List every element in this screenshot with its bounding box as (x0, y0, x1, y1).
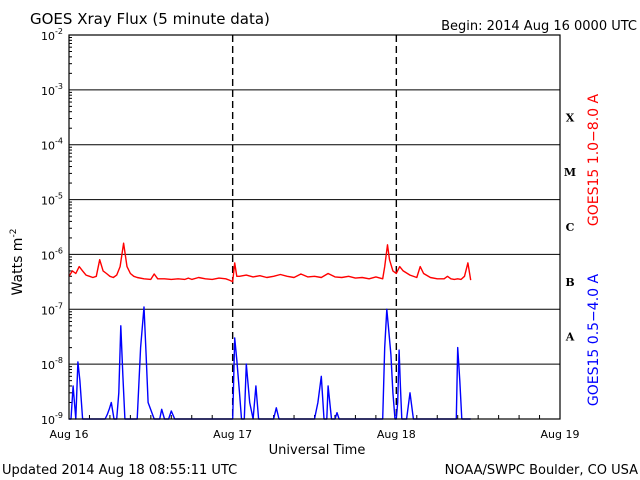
x-tick-label-3: Aug 19 (541, 428, 580, 441)
y-tick-label-2: 10-4 (41, 137, 63, 153)
y-axis-label: Watts m-2 (9, 229, 26, 296)
x-tick-label-2: Aug 18 (377, 428, 416, 441)
plot-frame (68, 34, 561, 420)
flare-class-m: M (564, 166, 576, 179)
flare-class-c: C (566, 221, 575, 234)
begin-time: Begin: 2014 Aug 16 0000 UTC (441, 19, 637, 34)
x-axis-label: Universal Time (269, 443, 366, 458)
x-tick-label-1: Aug 17 (213, 428, 252, 441)
updated-text: Updated 2014 Aug 18 08:55:11 UTC (2, 463, 237, 478)
flare-class-a: A (565, 331, 575, 344)
y-tick-label-0: 10-2 (41, 27, 63, 43)
legend-red-series: GOES15 1.0−8.0 A (586, 94, 602, 227)
series-line-1 (69, 306, 471, 420)
y-tick-label-3: 10-5 (41, 192, 63, 208)
y-tick-label-1: 10-3 (41, 82, 63, 98)
series-line-0 (68, 242, 472, 283)
chart-title: GOES Xray Flux (5 minute data) (30, 10, 270, 28)
flare-class-x: X (566, 111, 575, 124)
credit-text: NOAA/SWPC Boulder, CO USA (445, 463, 638, 478)
y-tick-label-6: 10-8 (41, 356, 63, 372)
legend-blue-series: GOES15 0.5−4.0 A (586, 274, 602, 407)
y-tick-label-4: 10-6 (41, 246, 63, 262)
y-tick-label-5: 10-7 (41, 301, 63, 317)
y-tick-label-7: 10-9 (41, 411, 63, 427)
flare-class-b: B (565, 276, 574, 289)
x-tick-label-0: Aug 16 (50, 428, 89, 441)
